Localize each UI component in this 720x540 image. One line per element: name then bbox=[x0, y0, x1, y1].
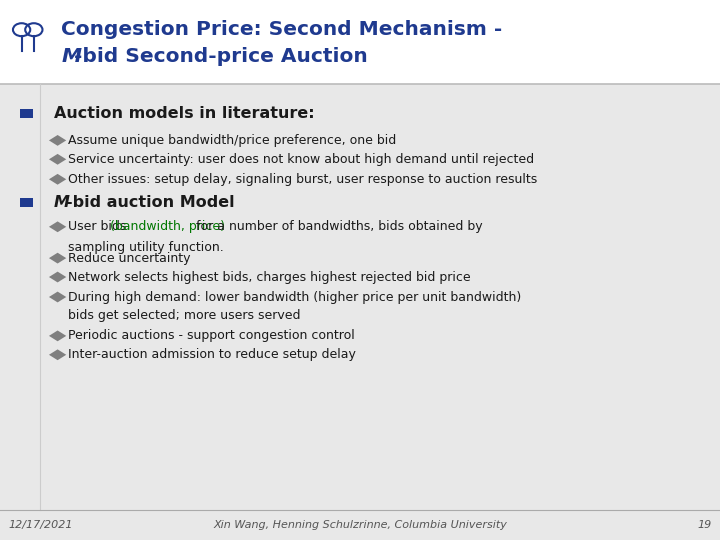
Text: 19: 19 bbox=[697, 520, 711, 530]
Text: sampling utility function.: sampling utility function. bbox=[68, 241, 224, 254]
Polygon shape bbox=[49, 272, 66, 282]
Text: Other issues: setup delay, signaling burst, user response to auction results: Other issues: setup delay, signaling bur… bbox=[68, 173, 538, 186]
Bar bbox=[20, 109, 33, 118]
Text: M: M bbox=[54, 195, 70, 210]
Text: (bandwidth, price): (bandwidth, price) bbox=[110, 220, 225, 233]
Polygon shape bbox=[49, 330, 66, 341]
Polygon shape bbox=[49, 221, 66, 232]
Text: Xin Wang, Henning Schulzrinne, Columbia University: Xin Wang, Henning Schulzrinne, Columbia … bbox=[213, 520, 507, 530]
Text: Inter-auction admission to reduce setup delay: Inter-auction admission to reduce setup … bbox=[68, 348, 356, 361]
Polygon shape bbox=[49, 349, 66, 360]
Text: User bids: User bids bbox=[68, 220, 131, 233]
Text: bids get selected; more users served: bids get selected; more users served bbox=[68, 309, 301, 322]
Text: for a number of bandwidths, bids obtained by: for a number of bandwidths, bids obtaine… bbox=[192, 220, 482, 233]
Polygon shape bbox=[49, 253, 66, 264]
Bar bbox=[20, 198, 33, 207]
Polygon shape bbox=[49, 292, 66, 302]
Text: During high demand: lower bandwidth (higher price per unit bandwidth): During high demand: lower bandwidth (hig… bbox=[68, 291, 522, 303]
Text: Network selects highest bids, charges highest rejected bid price: Network selects highest bids, charges hi… bbox=[68, 271, 471, 284]
Text: 12/17/2021: 12/17/2021 bbox=[9, 520, 73, 530]
Text: -bid Second-price Auction: -bid Second-price Auction bbox=[74, 47, 368, 66]
Bar bbox=[0, 0, 720, 84]
Polygon shape bbox=[49, 154, 66, 165]
Text: Reduce uncertainty: Reduce uncertainty bbox=[68, 252, 191, 265]
Text: -bid auction Model: -bid auction Model bbox=[66, 195, 234, 210]
Text: Service uncertainty: user does not know about high demand until rejected: Service uncertainty: user does not know … bbox=[68, 153, 534, 166]
Text: Assume unique bandwidth/price preference, one bid: Assume unique bandwidth/price preference… bbox=[68, 134, 397, 147]
Text: Congestion Price: Second Mechanism -: Congestion Price: Second Mechanism - bbox=[61, 20, 503, 39]
Text: Auction models in literature:: Auction models in literature: bbox=[54, 106, 315, 121]
Polygon shape bbox=[49, 135, 66, 146]
Text: Periodic auctions - support congestion control: Periodic auctions - support congestion c… bbox=[68, 329, 355, 342]
Text: M: M bbox=[61, 47, 81, 66]
Polygon shape bbox=[49, 174, 66, 185]
